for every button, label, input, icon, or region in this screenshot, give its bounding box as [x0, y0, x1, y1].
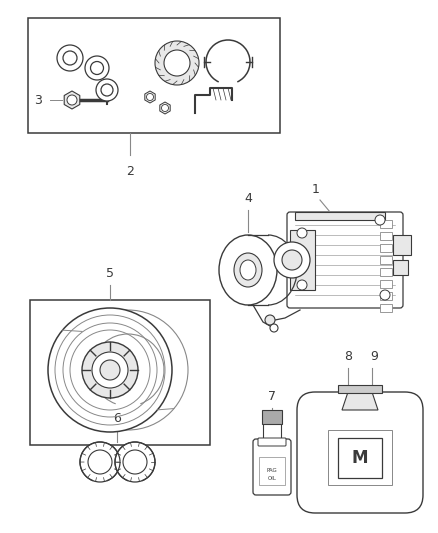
Circle shape	[155, 41, 199, 85]
Circle shape	[91, 61, 103, 75]
Bar	[393, 260, 408, 275]
Circle shape	[115, 442, 155, 482]
Text: 4: 4	[244, 192, 252, 205]
Circle shape	[88, 450, 112, 474]
Bar	[328, 430, 392, 485]
Circle shape	[375, 215, 385, 225]
Bar	[338, 385, 382, 393]
Ellipse shape	[219, 235, 277, 305]
Text: 6: 6	[113, 412, 121, 425]
Circle shape	[162, 104, 169, 111]
Polygon shape	[342, 392, 378, 410]
Bar	[338, 438, 382, 478]
Circle shape	[96, 79, 118, 101]
Bar	[263, 422, 281, 444]
Circle shape	[274, 242, 310, 278]
Circle shape	[48, 308, 172, 432]
Bar	[380, 256, 392, 264]
Bar	[262, 410, 282, 424]
Bar	[259, 457, 285, 485]
Bar	[295, 212, 385, 220]
Circle shape	[85, 56, 109, 80]
Circle shape	[270, 324, 278, 332]
FancyBboxPatch shape	[287, 212, 403, 308]
Text: 1: 1	[312, 183, 320, 196]
Bar	[393, 235, 411, 255]
Circle shape	[67, 95, 77, 105]
FancyBboxPatch shape	[253, 439, 291, 495]
Circle shape	[92, 352, 128, 388]
Bar	[380, 292, 392, 300]
Circle shape	[297, 228, 307, 238]
Circle shape	[101, 84, 113, 96]
Text: 5: 5	[106, 267, 114, 280]
Circle shape	[265, 315, 275, 325]
Ellipse shape	[240, 260, 256, 280]
Circle shape	[297, 280, 307, 290]
Text: 3: 3	[34, 93, 42, 107]
Text: 9: 9	[370, 350, 378, 363]
Bar	[290, 230, 315, 290]
Text: 2: 2	[126, 165, 134, 178]
Bar	[380, 232, 392, 240]
Circle shape	[380, 290, 390, 300]
Bar	[380, 304, 392, 312]
Polygon shape	[160, 102, 170, 114]
FancyBboxPatch shape	[297, 392, 423, 513]
Circle shape	[123, 450, 147, 474]
Bar	[28, 18, 280, 133]
Circle shape	[63, 51, 77, 65]
Polygon shape	[64, 91, 80, 109]
Polygon shape	[145, 91, 155, 103]
Bar	[380, 280, 392, 288]
Bar	[30, 300, 210, 445]
Text: M: M	[352, 449, 368, 467]
Circle shape	[100, 360, 120, 380]
Text: OIL: OIL	[268, 475, 276, 481]
Circle shape	[146, 93, 153, 101]
Circle shape	[164, 50, 190, 76]
Circle shape	[82, 342, 138, 398]
Text: PAG: PAG	[267, 467, 277, 472]
Circle shape	[80, 442, 120, 482]
Text: 8: 8	[344, 350, 352, 363]
Text: 7: 7	[268, 390, 276, 403]
Bar	[380, 268, 392, 276]
Bar	[380, 220, 392, 228]
Circle shape	[57, 45, 83, 71]
FancyBboxPatch shape	[258, 438, 286, 446]
Circle shape	[282, 250, 302, 270]
Ellipse shape	[234, 253, 262, 287]
Bar	[380, 244, 392, 252]
